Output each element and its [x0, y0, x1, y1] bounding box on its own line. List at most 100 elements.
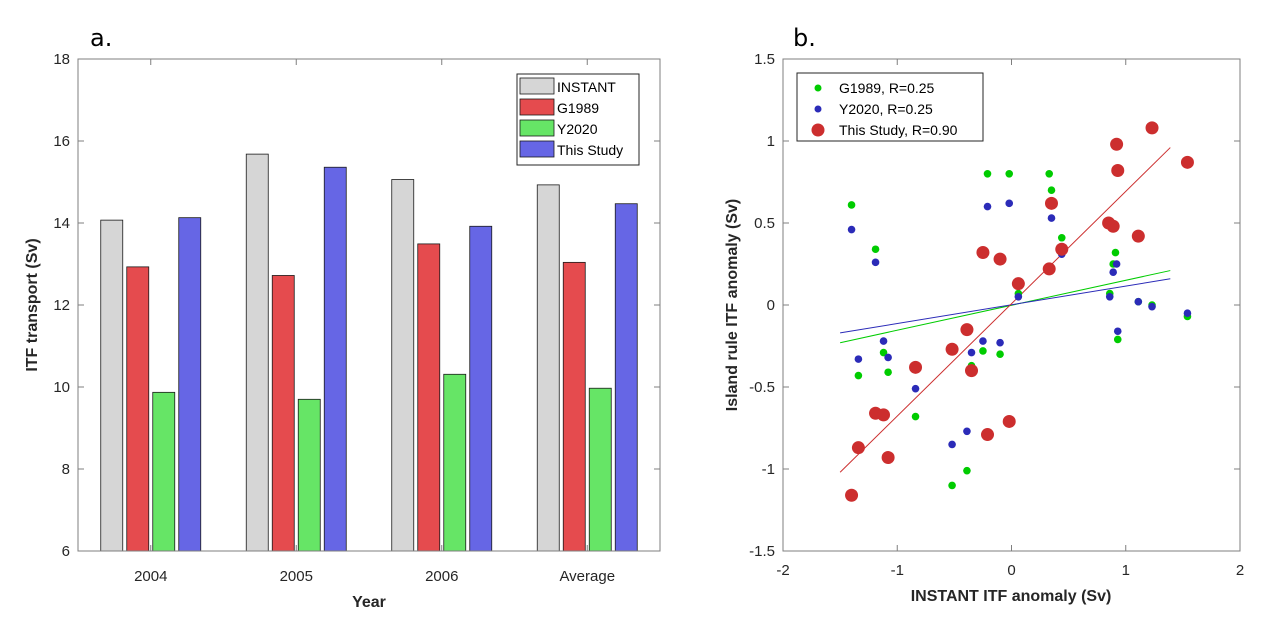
series-this-study [845, 121, 1194, 502]
bar-instant-2005 [245, 153, 269, 552]
data-point [909, 360, 923, 374]
data-point [1106, 219, 1120, 233]
data-point [1109, 268, 1117, 277]
data-point [1045, 170, 1054, 178]
data-point [1148, 302, 1156, 311]
data-point [1113, 335, 1122, 344]
x-axis-ticks-a: 2004 2005 2006 Average [134, 59, 615, 585]
data-point [996, 338, 1004, 347]
data-point [996, 350, 1004, 359]
data-point [1047, 214, 1056, 222]
y-tick-label: 16 [53, 133, 70, 150]
bar-g1989-2005 [271, 275, 295, 552]
data-point [948, 440, 956, 449]
data-point [1047, 186, 1056, 194]
fit-line-y2020 [840, 278, 1171, 334]
data-point [1111, 248, 1120, 257]
data-point [979, 337, 987, 345]
data-point [847, 201, 856, 209]
y-tick-label: -0.5 [749, 379, 775, 396]
series-y2020 [847, 199, 1192, 449]
legend-swatch [519, 98, 555, 116]
legend-marker [814, 84, 822, 92]
bar-group [100, 153, 638, 552]
data-point [1183, 309, 1192, 318]
data-point [983, 202, 992, 211]
bar-g1989-2006 [417, 243, 441, 552]
x-tick-label: -2 [776, 562, 789, 579]
data-point [983, 170, 992, 178]
data-point [1005, 170, 1014, 178]
legend-b: G1989, R=0.25 Y2020, R=0.25 This Study, R=… [796, 72, 984, 142]
y-tick-label: 8 [62, 461, 70, 478]
y-axis-ticks-b: -1.5 -1 -0.5 0 0.5 1 1.5 [749, 51, 1240, 560]
y-tick-label: -1 [762, 461, 775, 478]
y-tick-label: 10 [53, 379, 70, 396]
x-axis-label-a: Year [352, 594, 386, 611]
x-axis-label-b: INSTANT ITF anomaly (Sv) [911, 588, 1112, 605]
legend-label: G1989, R=0.25 [839, 80, 935, 96]
bar-instant-average [536, 184, 560, 552]
legend-marker [814, 105, 822, 113]
data-point [851, 441, 865, 455]
y-tick-label: 6 [62, 543, 70, 560]
data-point [967, 348, 976, 357]
regression-lines [839, 147, 1171, 473]
data-point [1042, 262, 1056, 276]
data-point [1002, 414, 1016, 428]
data-point [981, 428, 995, 442]
bar-g1989-average [562, 261, 586, 552]
data-point [963, 427, 971, 436]
y-tick-label: 14 [53, 215, 70, 232]
legend-label: G1989 [557, 100, 599, 116]
legend-label: INSTANT [557, 79, 616, 95]
y-tick-label: 12 [53, 297, 70, 314]
x-tick-label: Average [559, 568, 615, 585]
bar-y2020-average [588, 387, 612, 552]
x-tick-label: -1 [891, 562, 904, 579]
data-point [1134, 297, 1143, 306]
y-axis-label-b: Island rule ITF anomaly (Sv) [724, 199, 741, 412]
legend-label: Y2020 [557, 121, 598, 137]
bar-instant-2004 [100, 219, 124, 552]
scatter-chart-panel: b. -1.5 -1 -0.5 0 0.5 1 1.5 -2 -1 0 1 2 INSTANT IT… [724, 24, 1244, 605]
data-point [911, 412, 920, 421]
data-point [854, 371, 863, 380]
scatter-points [845, 121, 1194, 502]
data-point [1112, 260, 1121, 268]
data-point [976, 246, 990, 260]
bar-g1989-2004 [126, 266, 150, 552]
x-axis-ticks-b: -2 -1 0 1 2 [776, 59, 1244, 579]
data-point [877, 408, 891, 422]
data-point [945, 342, 959, 356]
panel-label-a: a. [90, 24, 112, 52]
bar-this-study-average [614, 203, 638, 552]
data-point [1131, 229, 1145, 243]
y-tick-label: 1.5 [754, 51, 775, 68]
x-tick-label: 2004 [134, 568, 167, 585]
bar-this-study-2005 [323, 166, 347, 552]
data-point [1057, 233, 1066, 242]
y-tick-label: 0 [767, 297, 775, 314]
data-point [1110, 137, 1124, 151]
bar-instant-2006 [391, 179, 415, 552]
y-tick-label: -1.5 [749, 543, 775, 560]
data-point [1014, 293, 1023, 301]
data-point [1044, 196, 1058, 210]
bar-y2020-2006 [443, 373, 467, 552]
data-point [1005, 199, 1014, 208]
data-point [871, 258, 880, 267]
data-point [960, 323, 974, 337]
data-point [854, 355, 863, 363]
data-point [1111, 164, 1125, 178]
fit-line-this-study [839, 147, 1171, 473]
legend-label: Y2020, R=0.25 [839, 101, 933, 117]
x-tick-label: 2006 [425, 568, 458, 585]
data-point [963, 466, 971, 475]
data-point [879, 337, 888, 345]
data-point [845, 488, 859, 502]
bar-y2020-2005 [297, 398, 321, 552]
x-tick-label: 0 [1007, 562, 1015, 579]
y-axis-ticks-a: 6 8 10 12 14 16 18 [53, 51, 660, 560]
data-point [965, 364, 979, 378]
